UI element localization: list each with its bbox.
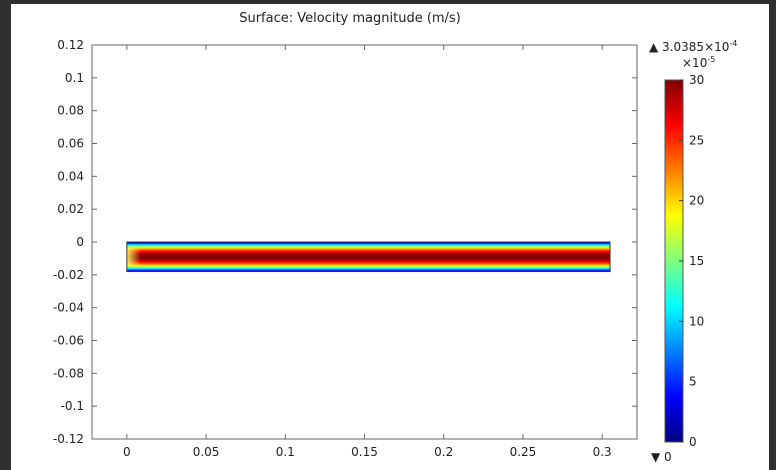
colorbar: ▲ 3.0385×10-4 ×10-5 0 5 10 15 20 25 30 ▼ 0 [649,39,737,464]
colorbar-ticks: 0 5 10 15 20 25 30 [679,73,704,449]
colorbar-tick-label: 30 [689,73,704,87]
x-tick-label: 0 [123,445,131,459]
y-tick-label: 0.06 [57,137,84,151]
colorbar-tick-label: 25 [689,133,704,147]
x-tick-label: 0.05 [193,445,220,459]
chart-title: Surface: Velocity magnitude (m/s) [239,11,461,26]
y-tick-label: 0.04 [57,169,84,183]
colorbar-tick-label: 0 [689,435,697,449]
x-tick-label: 0.1 [276,445,295,459]
x-tick-label: 0.2 [434,445,453,459]
colorbar-tick-label: 10 [689,314,704,328]
colorbar-min-label: ▼ 0 [651,450,672,464]
channel-domain [126,241,611,273]
y-tick-label: 0.02 [57,202,84,216]
colorbar-tick-label: 20 [689,194,704,208]
y-tick-label: 0.08 [57,104,84,118]
colorbar-tick-label: 5 [689,375,697,389]
y-tick-label: -0.12 [53,432,84,446]
y-axis-ticks: 0.12 0.1 0.08 0.06 0.04 0.02 0 -0.02 -0.04 -0.06 -… [53,38,637,446]
y-tick-label: 0 [76,235,84,249]
y-tick-label: -0.04 [53,301,84,315]
colorbar-tick-label: 15 [689,254,704,268]
inlet-developing-region [126,247,141,266]
y-tick-label: 0.12 [57,38,84,52]
y-tick-label: -0.06 [53,334,84,348]
colorbar-max-label: ▲ 3.0385×10-4 [649,39,737,54]
x-tick-label: 0.3 [593,445,612,459]
y-tick-label: 0.1 [65,71,84,85]
velocity-surface [126,242,611,272]
x-tick-label: 0.15 [351,445,378,459]
y-tick-label: -0.02 [53,268,84,282]
x-axis-ticks: 0 0.05 0.1 0.15 0.2 0.25 0.3 [123,45,612,459]
x-tick-label: 0.25 [510,445,537,459]
channel-boundary [126,241,611,273]
y-tick-label: -0.08 [53,366,84,380]
velocity-plot: Surface: Velocity magnitude (m/s) 0.120.… [53,11,737,464]
colorbar-scale-label: ×10-5 [682,55,715,70]
plot-panel: Surface: Velocity magnitude (m/s) 0.12 0.… [11,4,769,470]
y-tick-label: -0.1 [61,399,84,413]
